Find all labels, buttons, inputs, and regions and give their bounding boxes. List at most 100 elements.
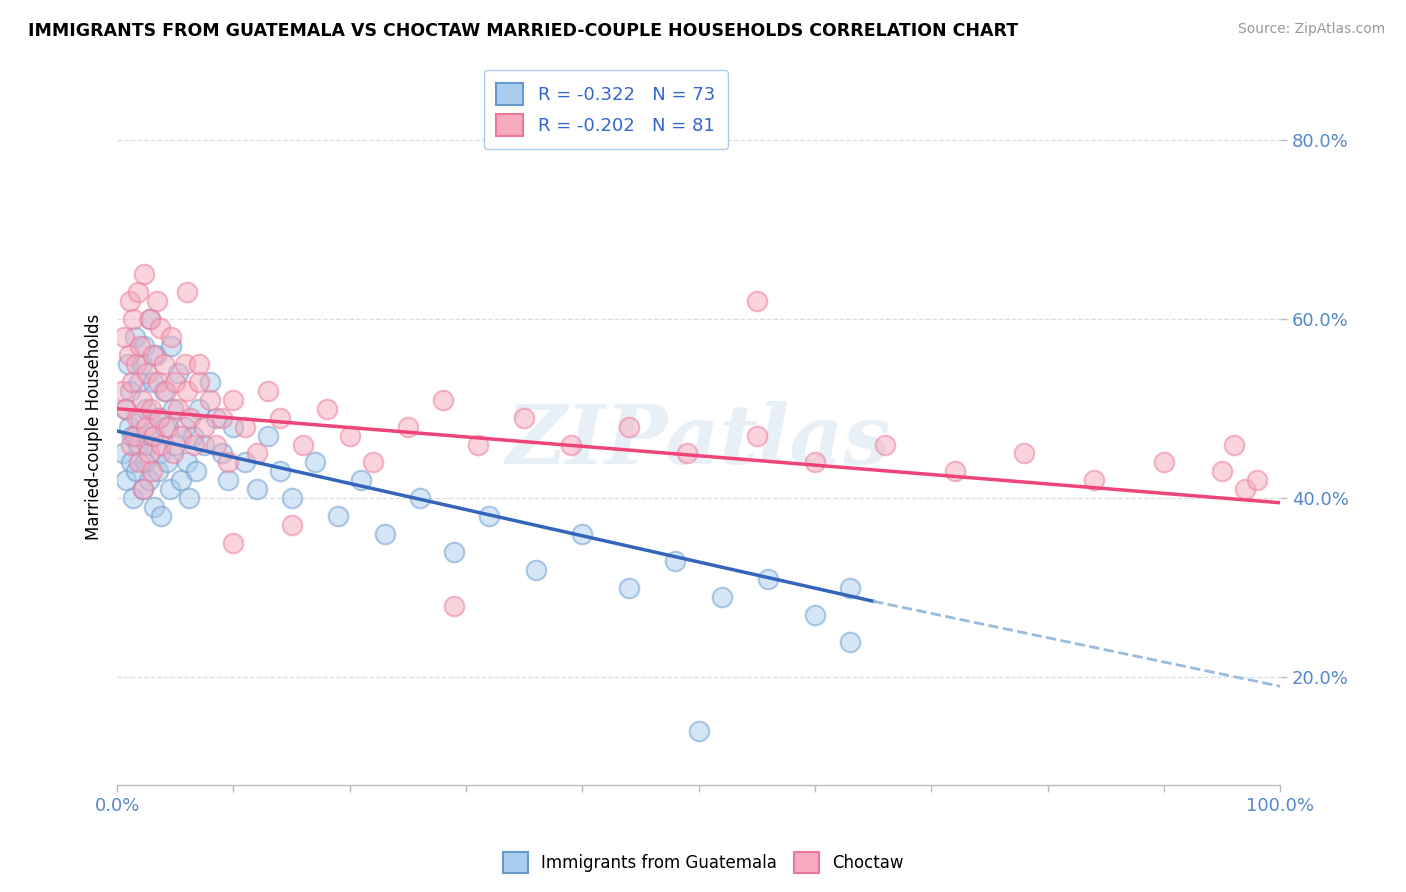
Point <box>120 455 142 469</box>
Point <box>128 455 150 469</box>
Point <box>257 428 280 442</box>
Point <box>222 419 245 434</box>
Point <box>148 410 170 425</box>
Point <box>166 401 188 416</box>
Point <box>217 455 239 469</box>
Point <box>121 428 143 442</box>
Point <box>131 392 153 407</box>
Point <box>257 384 280 398</box>
Point <box>1222 437 1244 451</box>
Point <box>205 410 228 425</box>
Text: Source: ZipAtlas.com: Source: ZipAtlas.com <box>1237 22 1385 37</box>
Point <box>176 285 198 300</box>
Point <box>1153 455 1175 469</box>
Point <box>162 401 184 416</box>
Point <box>943 464 966 478</box>
Point <box>155 384 177 398</box>
Point <box>176 455 198 469</box>
Point <box>145 348 167 362</box>
Point <box>193 437 215 451</box>
Point <box>148 410 170 425</box>
Point <box>118 294 141 309</box>
Legend: R = -0.322   N = 73, R = -0.202   N = 81: R = -0.322 N = 73, R = -0.202 N = 81 <box>484 70 728 149</box>
Point <box>135 419 157 434</box>
Point <box>467 437 489 451</box>
Point <box>676 446 699 460</box>
Point <box>664 554 686 568</box>
Point <box>432 392 454 407</box>
Point <box>745 294 768 309</box>
Point <box>156 455 179 469</box>
Point <box>132 268 155 282</box>
Point <box>170 428 193 442</box>
Point <box>143 500 166 515</box>
Point <box>159 339 181 353</box>
Point <box>280 518 302 533</box>
Point <box>187 357 209 371</box>
Point <box>873 437 896 451</box>
Point <box>121 375 143 389</box>
Point <box>139 312 162 326</box>
Point <box>524 563 547 577</box>
Point <box>117 357 139 371</box>
Point <box>478 509 501 524</box>
Point <box>560 437 582 451</box>
Point <box>145 294 167 309</box>
Point <box>165 437 187 451</box>
Point <box>138 474 160 488</box>
Point <box>269 410 291 425</box>
Point <box>138 446 160 460</box>
Point <box>745 428 768 442</box>
Point <box>443 599 465 613</box>
Point <box>125 410 148 425</box>
Point <box>513 410 536 425</box>
Point <box>120 437 142 451</box>
Point <box>838 634 860 648</box>
Point <box>1211 464 1233 478</box>
Point <box>150 509 173 524</box>
Point <box>838 581 860 595</box>
Point <box>153 419 176 434</box>
Point <box>617 581 640 595</box>
Point <box>124 330 146 344</box>
Point <box>1014 446 1036 460</box>
Point <box>269 464 291 478</box>
Point <box>115 474 138 488</box>
Point <box>187 375 209 389</box>
Point <box>222 392 245 407</box>
Point <box>142 348 165 362</box>
Point <box>122 491 145 506</box>
Point <box>132 339 155 353</box>
Point <box>211 410 233 425</box>
Point <box>152 357 174 371</box>
Point <box>118 384 141 398</box>
Point <box>159 330 181 344</box>
Point <box>165 375 187 389</box>
Point <box>211 446 233 460</box>
Point <box>571 527 593 541</box>
Point <box>166 366 188 380</box>
Point <box>804 455 827 469</box>
Point <box>125 464 148 478</box>
Point <box>315 401 337 416</box>
Point <box>132 483 155 497</box>
Point <box>150 437 173 451</box>
Point <box>141 464 163 478</box>
Point <box>149 321 172 335</box>
Point <box>1246 474 1268 488</box>
Point <box>710 590 733 604</box>
Point <box>111 384 134 398</box>
Point <box>328 509 350 524</box>
Point <box>162 446 184 460</box>
Point <box>193 419 215 434</box>
Point <box>146 375 169 389</box>
Point <box>129 410 152 425</box>
Point <box>125 357 148 371</box>
Point <box>115 401 138 416</box>
Point <box>149 446 172 460</box>
Point <box>408 491 430 506</box>
Point <box>146 464 169 478</box>
Point <box>233 419 256 434</box>
Point <box>157 419 180 434</box>
Point <box>152 384 174 398</box>
